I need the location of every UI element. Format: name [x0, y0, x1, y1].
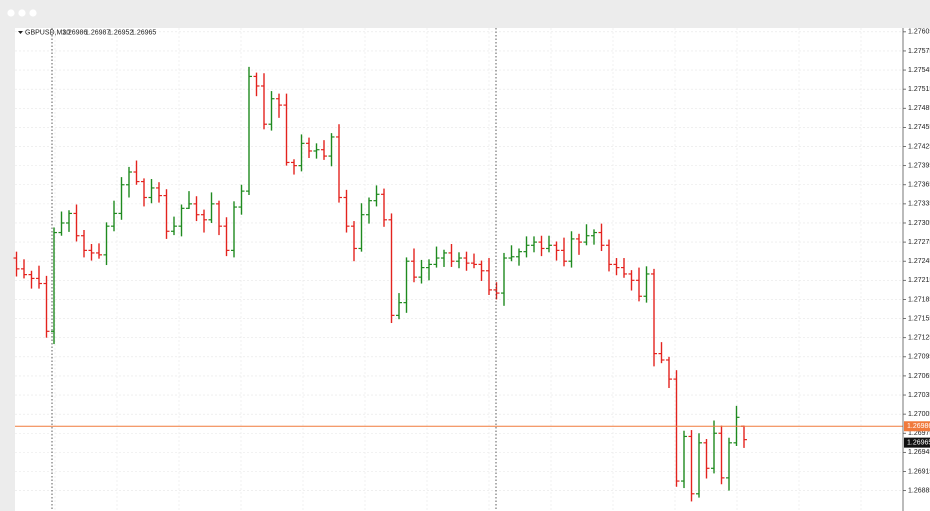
header-low: 1.26952 — [108, 29, 133, 36]
y-tick-label: 1.27395 — [908, 162, 930, 169]
window-dot — [7, 9, 15, 17]
y-tick-label: 1.27335 — [908, 201, 930, 208]
last-price-label: 1.26965 — [907, 439, 930, 446]
y-tick-label: 1.27185 — [908, 296, 930, 303]
y-tick-label: 1.27485 — [908, 105, 930, 112]
header-arrow — [18, 31, 23, 34]
y-tick-label: 1.27125 — [908, 335, 930, 342]
window-frame — [0, 28, 15, 511]
y-tick-label: 1.27065 — [908, 373, 930, 380]
y-tick-label: 1.26915 — [908, 468, 930, 475]
chart-title: GBPUSD,M30 — [25, 29, 70, 36]
y-tick-label: 1.27095 — [908, 354, 930, 361]
y-tick-label: 1.27215 — [908, 277, 930, 284]
y-tick-label: 1.27455 — [908, 124, 930, 131]
y-tick-label: 1.27425 — [908, 143, 930, 150]
header-open: 1.26986 — [62, 29, 87, 36]
y-tick-label: 1.26945 — [908, 449, 930, 456]
price-label-box — [904, 421, 930, 432]
price-axis: 1.27605 1.27575 1.27545 1.27515 1.27485 1.274… — [903, 29, 930, 494]
y-tick-label: 1.27305 — [908, 220, 930, 227]
chart-header: GBPUSD,M30 1.26986 1.26987 1.26952 1.269… — [18, 29, 156, 36]
y-tick-label: 1.27155 — [908, 315, 930, 322]
y-tick-label: 1.27545 — [908, 67, 930, 74]
y-tick-label: 1.27575 — [908, 48, 930, 55]
y-tick-label: 1.27035 — [908, 392, 930, 399]
y-tick-label: 1.27605 — [908, 29, 930, 36]
header-close: 1.26965 — [131, 29, 156, 36]
y-tick-label: 1.26975 — [908, 430, 930, 437]
y-tick-label: 1.27515 — [908, 86, 930, 93]
window-dot — [29, 9, 37, 17]
header-high: 1.26987 — [85, 29, 110, 36]
plot-area — [15, 28, 903, 511]
y-tick-label: 1.27365 — [908, 182, 930, 189]
y-tick-label: 1.27245 — [908, 258, 930, 265]
y-tick-label: 1.26885 — [908, 487, 930, 494]
last-price-box — [904, 437, 930, 448]
window-titlebar — [0, 0, 930, 28]
y-tick-label: 1.27275 — [908, 239, 930, 246]
window-dot — [18, 9, 26, 17]
price-label: 1.26986 — [907, 423, 930, 430]
y-tick-label: 1.27005 — [908, 411, 930, 418]
bars — [13, 66, 903, 502]
